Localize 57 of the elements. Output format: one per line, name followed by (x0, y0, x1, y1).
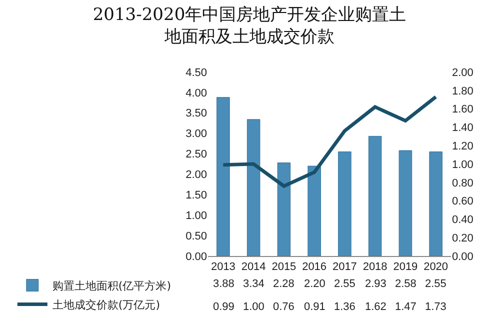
data-label: 1.62 (365, 301, 386, 313)
bar (338, 151, 352, 256)
y-tick-label: 3.50 (186, 108, 207, 120)
chart-title: 2013-2020年中国房地产开发企业购置土地面积及土地成交价款 (92, 4, 406, 47)
data-label: 2.28 (273, 278, 294, 290)
y2-tick-label: 2.00 (452, 66, 474, 79)
y-tick-label: 4.50 (186, 66, 207, 79)
line-series (221, 95, 438, 188)
data-label: 1.00 (243, 301, 264, 313)
data-label: 2.20 (304, 278, 326, 290)
y-tick-label: 1.00 (186, 210, 207, 222)
x-tick-label: 2019 (393, 261, 418, 274)
bar (277, 162, 291, 256)
data-label: 2.58 (395, 278, 416, 290)
data-label: 2.93 (365, 278, 386, 290)
data-label: 0.99 (213, 301, 234, 313)
x-tick-label: 2016 (302, 261, 327, 274)
y2-tick-label: 1.00 (452, 158, 474, 171)
bar (398, 150, 412, 256)
y2-tick-label: 1.80 (452, 85, 474, 98)
bar (368, 136, 382, 256)
y2-tick-label: 1.20 (452, 140, 474, 152)
y2-tick-label: 1.60 (452, 104, 474, 116)
y-tick-label: 0.50 (186, 230, 207, 242)
y2-tick-label: 0.00 (452, 250, 474, 263)
bar (216, 97, 230, 256)
data-label: 0.76 (273, 301, 294, 313)
data-label: 2.55 (334, 278, 356, 290)
y2-tick-label: 0.40 (452, 214, 474, 226)
x-tick-label: 2018 (362, 261, 388, 274)
x-tick-label: 2013 (210, 261, 236, 274)
data-label: 1.36 (334, 301, 356, 313)
y-tick-label: 0.00 (186, 250, 207, 263)
y2-tick-label: 1.40 (452, 122, 474, 134)
x-tick-label: 2017 (332, 261, 357, 274)
bar (246, 119, 260, 256)
data-label: 3.34 (243, 278, 264, 290)
y2-tick-label: 0.20 (452, 232, 474, 244)
y-tick-label: 1.50 (186, 190, 207, 202)
bar (308, 166, 321, 256)
x-tick-label: 2014 (241, 261, 266, 274)
x-tick-label: 2020 (424, 261, 448, 274)
y-tick-label: 4.00 (186, 87, 207, 100)
data-label: 2.55 (425, 278, 446, 290)
y-tick-label: 3.00 (186, 128, 207, 140)
y2-tick-label: 0.80 (452, 177, 474, 190)
bar (429, 151, 442, 256)
data-label: 1.73 (425, 301, 446, 313)
x-tick-label: 2015 (272, 261, 296, 274)
data-label: 3.88 (213, 278, 234, 290)
data-label: 0.91 (304, 301, 326, 313)
y-tick-label: 2.00 (186, 169, 207, 182)
data-label: 1.47 (395, 301, 416, 313)
legend-label: 土地成交价款(万亿元) (52, 298, 160, 312)
legend-label: 购置土地面积(亿平方米) (52, 280, 172, 293)
y-tick-label: 2.50 (186, 148, 207, 161)
y2-tick-label: 0.60 (452, 196, 474, 208)
